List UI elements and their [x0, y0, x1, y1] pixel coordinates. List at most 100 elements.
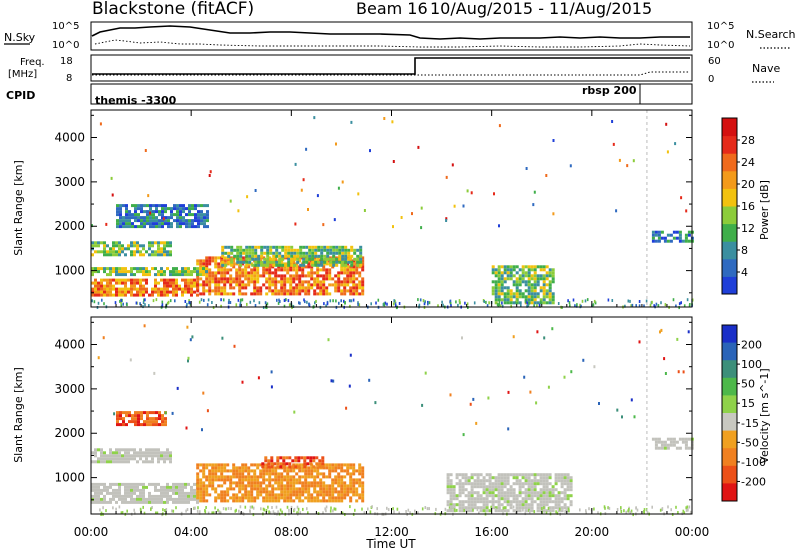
data-cell	[139, 253, 142, 257]
data-cell	[283, 256, 287, 260]
data-cell	[479, 479, 483, 483]
data-cell	[257, 257, 261, 261]
data-cell	[355, 277, 359, 281]
data-cell	[304, 475, 308, 479]
noise-cell	[384, 301, 387, 305]
data-cell	[527, 476, 531, 480]
data-cell	[166, 448, 169, 452]
data-cell	[509, 494, 513, 498]
data-cell	[151, 454, 154, 458]
data-cell	[265, 487, 269, 491]
data-cell	[470, 482, 474, 486]
data-cell	[262, 496, 266, 500]
data-cell	[551, 500, 555, 504]
data-cell	[130, 457, 133, 461]
data-cell	[536, 506, 540, 510]
data-cell	[184, 281, 187, 285]
data-cell	[211, 259, 215, 263]
scatter-cell	[305, 147, 308, 151]
data-cell	[253, 475, 257, 479]
data-cell	[358, 478, 362, 482]
data-cell	[196, 493, 200, 497]
data-cell	[687, 437, 691, 441]
data-cell	[304, 490, 308, 494]
data-cell	[551, 298, 555, 302]
data-cell	[524, 491, 528, 495]
colorbar-segment	[722, 241, 737, 260]
data-cell	[485, 506, 489, 510]
data-cell	[554, 506, 558, 510]
data-cell	[548, 292, 552, 296]
data-cell	[319, 493, 323, 497]
data-cell	[497, 482, 501, 486]
noise-cell	[576, 303, 578, 307]
colorbar-segment	[722, 395, 737, 414]
data-cell	[238, 478, 242, 482]
data-cell	[332, 260, 336, 264]
data-cell	[301, 268, 305, 272]
data-cell	[464, 509, 468, 513]
data-cell	[139, 494, 142, 498]
data-cell	[187, 290, 190, 294]
data-cell	[292, 499, 296, 503]
data-cell	[145, 287, 148, 291]
data-cell	[244, 490, 248, 494]
data-cell	[149, 420, 152, 424]
data-cell	[518, 277, 522, 281]
data-cell	[497, 271, 501, 275]
scatter-cell	[294, 162, 297, 166]
data-cell	[292, 280, 296, 284]
data-cell	[521, 500, 525, 504]
data-cell	[112, 488, 115, 492]
data-cell	[527, 277, 531, 281]
data-cell	[119, 219, 122, 223]
data-cell	[193, 284, 196, 288]
data-cell	[503, 286, 507, 290]
data-cell	[530, 295, 534, 299]
data-cell	[115, 448, 118, 452]
data-cell	[467, 494, 471, 498]
data-cell	[265, 292, 269, 296]
data-cell	[554, 494, 558, 498]
data-cell	[262, 274, 266, 278]
noise-cell	[565, 509, 567, 513]
data-cell	[118, 241, 121, 245]
data-cell	[503, 295, 507, 299]
data-cell	[352, 487, 356, 491]
data-cell	[97, 457, 100, 461]
data-cell	[133, 293, 136, 297]
data-cell	[275, 251, 279, 255]
data-cell	[251, 248, 255, 252]
data-cell	[157, 273, 160, 277]
data-cell	[283, 490, 287, 494]
data-cell	[151, 460, 154, 464]
data-cell	[283, 493, 287, 497]
data-cell	[223, 499, 227, 503]
data-cell	[151, 457, 154, 461]
data-cell	[181, 278, 184, 282]
data-cell	[133, 451, 136, 455]
data-cell	[675, 440, 679, 444]
data-cell	[106, 273, 109, 277]
data-cell	[91, 451, 94, 455]
data-cell	[548, 274, 552, 278]
data-cell	[178, 491, 181, 495]
data-cell	[151, 482, 154, 486]
data-cell	[137, 204, 140, 208]
noise-cell	[185, 509, 187, 513]
data-cell	[512, 292, 516, 296]
scatter-cell	[113, 412, 116, 416]
noise-cell	[557, 302, 560, 305]
data-cell	[253, 280, 257, 284]
data-cell	[160, 250, 163, 254]
data-cell	[244, 463, 248, 467]
data-cell	[334, 487, 338, 491]
data-cell	[149, 207, 152, 211]
data-cell	[533, 485, 537, 489]
data-cell	[307, 469, 311, 473]
data-cell	[512, 473, 516, 477]
data-cell	[259, 481, 263, 485]
data-cell	[119, 414, 122, 418]
noise-cell	[631, 303, 634, 307]
